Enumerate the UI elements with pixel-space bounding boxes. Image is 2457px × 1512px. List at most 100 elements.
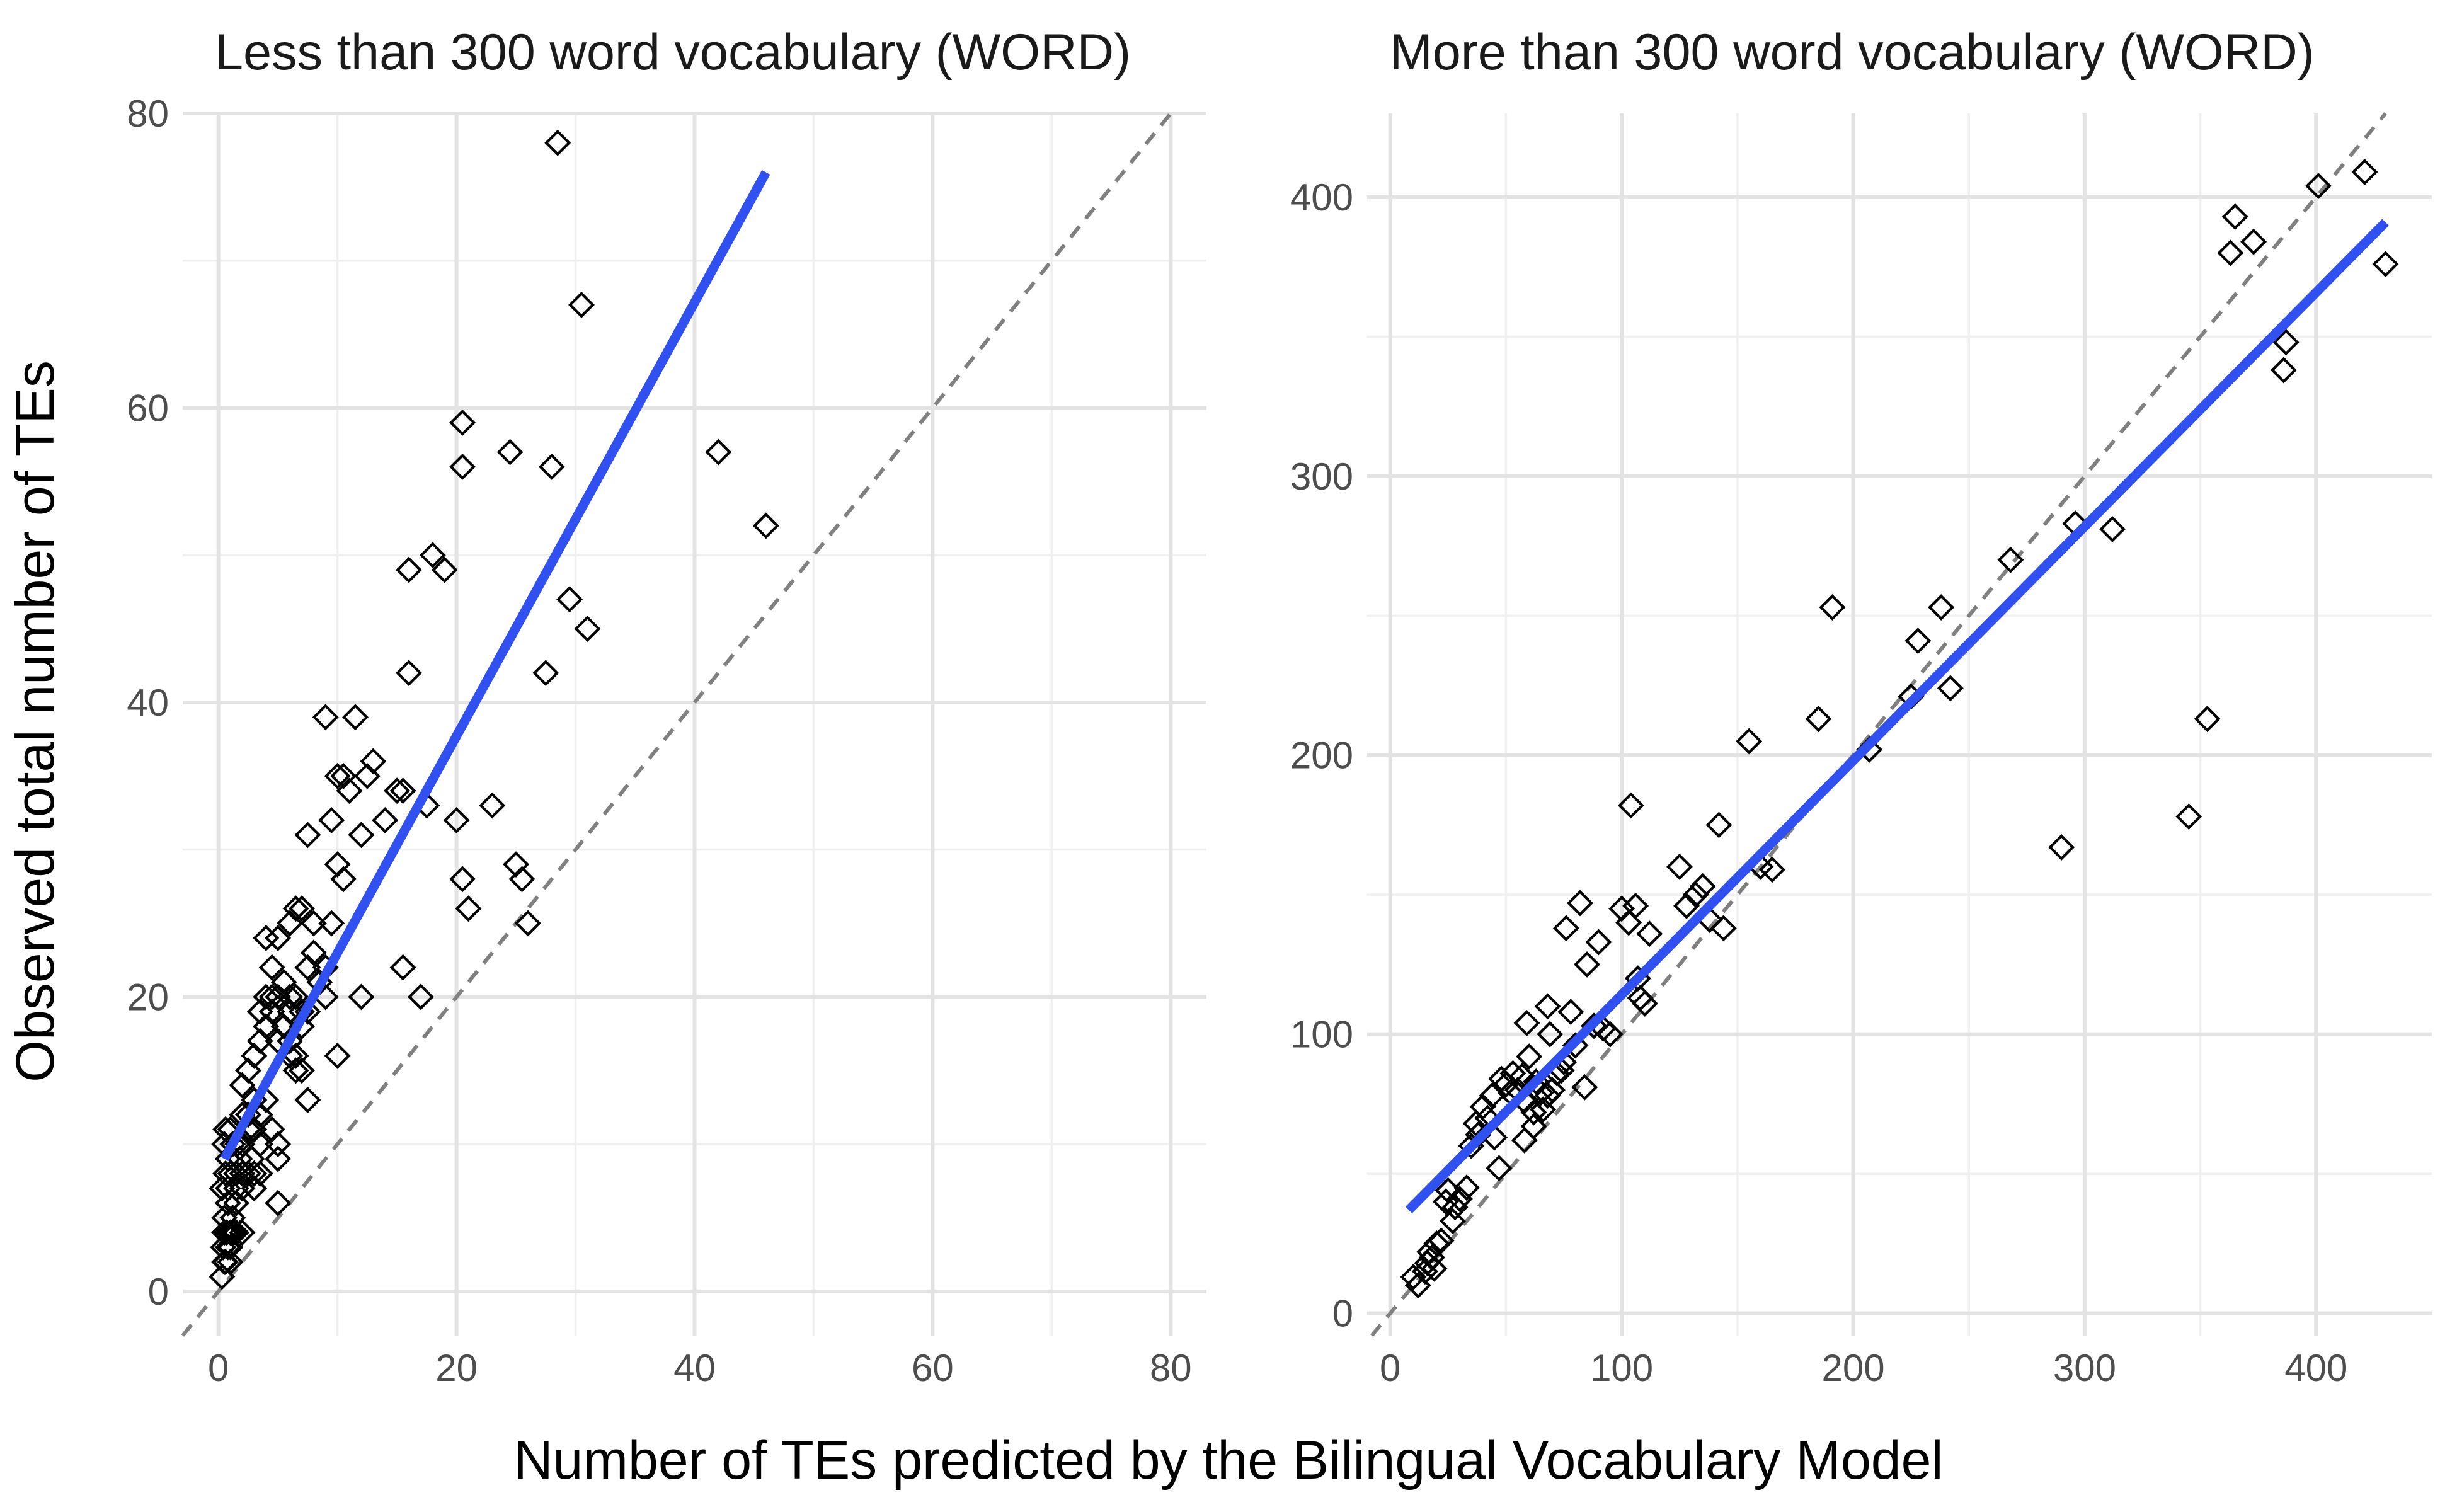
right-panel: More than 300 word vocabulary (WORD) 0 10… [1290,24,2432,1389]
right-point-36 [1534,993,1561,1020]
left-y-tick-label-4: 80 [127,93,169,135]
right-point-76 [2048,833,2075,861]
right-point-37 [1537,1021,1564,1048]
left-point-10 [211,1205,238,1231]
left-point-118 [503,851,530,878]
left-point-101 [318,910,345,937]
left-y-tick-label-2: 40 [127,682,169,724]
left-y-tick-label-0: 0 [148,1271,169,1313]
left-point-58 [288,1057,315,1084]
left-point-90 [330,762,357,789]
left-x-tick-label-3: 60 [912,1347,954,1389]
right-point-83 [2240,228,2267,255]
left-point-126 [574,616,601,643]
left-point-45 [229,1219,256,1246]
left-point-114 [449,453,476,480]
right-point-73 [1928,594,1955,621]
left-point-97 [384,777,411,805]
right-point-16 [1462,1110,1489,1137]
left-point-48 [238,1145,265,1172]
left-point-102 [324,1042,351,1069]
left-point-56 [277,1028,304,1055]
left-point-96 [372,806,399,833]
left-point-88 [318,806,345,833]
right-point-63 [1705,811,1732,839]
left-point-36 [258,1116,285,1143]
left-point-127 [705,438,732,466]
left-point-104 [396,660,422,687]
left-point-2 [212,1249,239,1276]
right-point-53 [1622,892,1649,919]
left-point-59 [234,1057,261,1084]
right-point-51 [1615,909,1642,936]
right-point-75 [1997,546,2024,573]
left-point-108 [419,542,446,569]
left-point-91 [336,777,363,805]
left-point-79 [282,983,309,1011]
right-point-65 [1736,728,1763,755]
right-point-85 [2272,329,2300,356]
right-panel-gridlines [1367,113,2432,1336]
left-point-95 [360,748,387,775]
left-point-89 [324,762,351,789]
right-point-24 [1492,1071,1520,1098]
left-point-116 [479,792,506,819]
left-point-44 [223,1219,249,1246]
right-fit-line-segment [1405,219,2389,1213]
left-panel-fit-line [220,169,770,1162]
left-point-113 [389,954,416,981]
right-point-80 [2194,706,2221,733]
right-x-tick-label-2: 200 [1821,1347,1884,1389]
left-x-tick-label-4: 80 [1150,1347,1192,1389]
left-point-112 [455,895,482,922]
left-point-75 [300,939,327,966]
right-panel-points [1400,159,2399,1299]
right-point-30 [1513,1009,1540,1036]
right-point-42 [1557,999,1584,1026]
left-point-99 [324,851,351,878]
left-point-70 [265,924,292,951]
right-x-tick-label-1: 100 [1590,1347,1653,1389]
left-point-111 [449,866,476,893]
right-point-68 [1805,706,1832,733]
left-point-87 [312,704,339,731]
right-point-48 [1585,929,1612,956]
right-point-32 [1520,1113,1547,1140]
right-point-88 [2372,251,2399,278]
y-axis-title: Observed total number of TEs [5,360,66,1082]
left-x-tick-label-1: 20 [435,1347,478,1389]
left-point-85 [282,895,309,922]
right-point-28 [1509,1063,1536,1090]
left-point-125 [568,291,595,318]
right-panel-tick-labels: 0 100 200 300 400 0 100 200 300 400 [1290,176,2347,1389]
right-point-64 [1710,915,1737,942]
right-point-78 [2099,515,2126,542]
left-point-69 [258,954,285,981]
right-point-6 [1421,1255,1448,1282]
left-point-62 [258,983,285,1011]
left-point-105 [396,556,422,583]
right-point-56 [1631,990,1658,1017]
left-point-20 [241,1160,268,1187]
left-point-93 [348,822,375,849]
left-point-92 [342,704,369,731]
left-point-39 [223,1175,249,1202]
left-point-117 [496,438,524,466]
left-point-68 [265,1189,292,1217]
right-point-0 [1400,1264,1427,1290]
left-point-120 [514,910,541,937]
right-panel-title: More than 300 word vocabulary (WORD) [1390,24,2315,81]
right-point-31 [1516,1043,1543,1070]
left-point-38 [265,1145,292,1172]
right-point-41 [1552,915,1579,942]
left-point-122 [538,453,565,480]
left-panel: Less than 300 word vocabulary (WORD) 0 20… [127,24,1206,1389]
left-y-tick-label-3: 60 [127,387,169,429]
right-point-11 [1439,1208,1466,1235]
right-y-tick-label-3: 300 [1290,455,1353,498]
left-point-98 [389,777,416,805]
right-y-tick-label-2: 200 [1290,735,1353,777]
right-point-72 [1904,627,1932,655]
right-x-tick-label-3: 300 [2053,1347,2116,1389]
x-axis-title: Number of TEs predicted by the Bilingual… [513,1430,1943,1491]
